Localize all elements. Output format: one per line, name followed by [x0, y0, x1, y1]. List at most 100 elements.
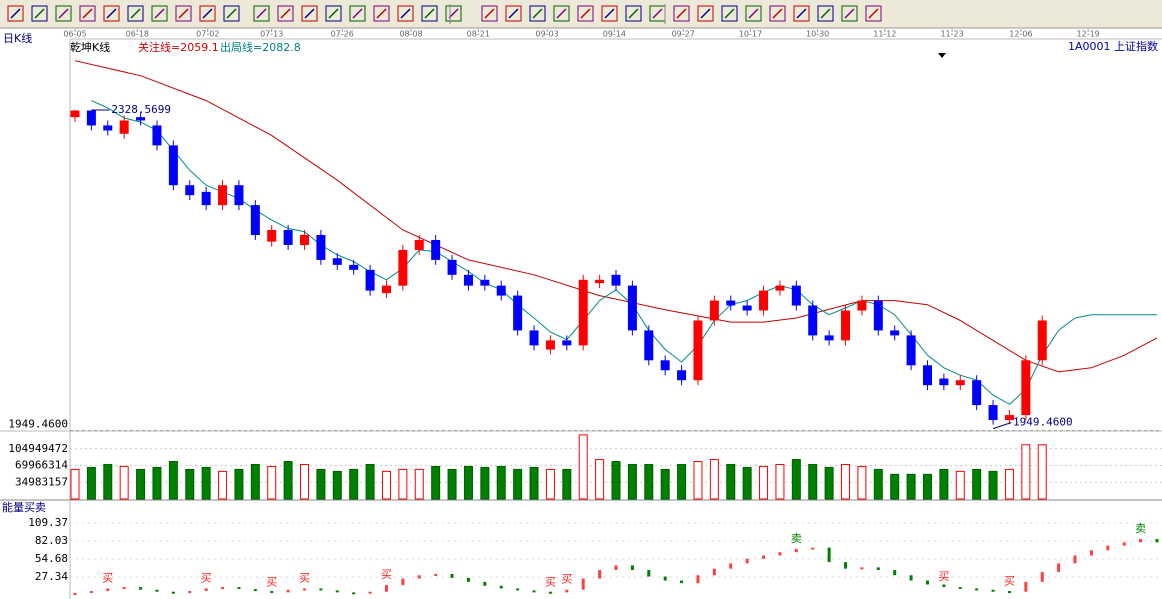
- volume-bar: [595, 459, 605, 500]
- tool-button[interactable]: [625, 5, 642, 22]
- tool-icon: [673, 5, 690, 22]
- volume-bar: [808, 463, 818, 500]
- y-tick-label: 1949.4600: [8, 418, 68, 431]
- tool-button[interactable]: [817, 5, 834, 22]
- tool-button[interactable]: [55, 5, 72, 22]
- candle-body: [168, 145, 178, 186]
- indicator-bar: [630, 565, 634, 570]
- tool-icon: [154, 8, 165, 19]
- indicator-bar: [483, 581, 487, 586]
- indicator-bar: [729, 563, 733, 569]
- candle-body: [1021, 360, 1031, 416]
- tool-button[interactable]: [223, 5, 240, 22]
- tool-button[interactable]: [841, 5, 858, 22]
- indicator-bar: [139, 587, 143, 590]
- candle-body: [873, 300, 883, 331]
- tool-button[interactable]: [553, 5, 570, 22]
- candle-body: [578, 279, 588, 346]
- tool-icon: [676, 8, 687, 19]
- tool-button[interactable]: [745, 5, 762, 22]
- tool-button[interactable]: [79, 5, 96, 22]
- tool-button[interactable]: [349, 5, 366, 22]
- indicator-bar: [417, 575, 421, 579]
- tool-button[interactable]: [31, 5, 48, 22]
- candle-body: [693, 320, 703, 381]
- candle-body: [972, 380, 982, 406]
- indicator-bar: [466, 577, 470, 582]
- tool-button[interactable]: [505, 5, 522, 22]
- tool-button[interactable]: [199, 5, 216, 22]
- tool-button[interactable]: [769, 5, 786, 22]
- x-tick-label: 10-30: [806, 30, 829, 39]
- indicator-bar: [253, 589, 257, 592]
- tool-button[interactable]: [127, 5, 144, 22]
- tool-button[interactable]: [421, 5, 438, 22]
- tool-button[interactable]: [697, 5, 714, 22]
- candle-body: [742, 305, 752, 311]
- tool-button[interactable]: [301, 5, 318, 22]
- indicator-title: 能量买卖: [2, 500, 46, 514]
- tool-button[interactable]: [673, 5, 690, 22]
- tool-icon: [328, 8, 339, 19]
- tool-button[interactable]: [793, 5, 810, 22]
- tool-button[interactable]: [103, 5, 120, 22]
- signal-label: 买: [201, 571, 212, 584]
- tool-button[interactable]: [865, 5, 882, 22]
- tool-button[interactable]: [151, 5, 168, 22]
- signal-label: 买: [102, 571, 113, 584]
- volume-bar: [644, 463, 654, 500]
- candle-body: [955, 380, 965, 386]
- volume-bar: [709, 459, 719, 500]
- tool-button[interactable]: [397, 5, 414, 22]
- period-label: 日K线: [3, 31, 32, 45]
- tool-button[interactable]: [277, 5, 294, 22]
- tool-button[interactable]: [577, 5, 594, 22]
- tool-icon: [256, 8, 267, 19]
- tool-button[interactable]: [721, 5, 738, 22]
- indicator-bar: [1073, 555, 1077, 564]
- tool-icon: [553, 5, 570, 22]
- volume-bar: [398, 468, 408, 500]
- candle-body: [857, 300, 867, 311]
- tool-button[interactable]: [7, 5, 24, 22]
- tool-icon: [151, 5, 168, 22]
- candle-body: [103, 125, 113, 131]
- signal-label: 买: [1004, 575, 1015, 588]
- candle-body: [463, 274, 473, 286]
- volume-bar: [857, 465, 867, 500]
- signal-label: 卖: [1135, 522, 1146, 535]
- dropdown-arrow[interactable]: [938, 53, 946, 58]
- signal-label: 卖: [791, 532, 802, 545]
- tool-icon: [769, 5, 786, 22]
- volume-bar: [1037, 444, 1047, 500]
- candle-body: [808, 305, 818, 336]
- signal-label: 买: [381, 568, 392, 581]
- tool-button[interactable]: [529, 5, 546, 22]
- tool-button[interactable]: [325, 5, 342, 22]
- tool-icon: [481, 5, 498, 22]
- tool-icon: [199, 5, 216, 22]
- x-tick-label: 08-08: [399, 30, 422, 39]
- tool-button[interactable]: [175, 5, 192, 22]
- volume-bar: [841, 463, 851, 500]
- candle-body: [644, 330, 654, 361]
- indicator-bar: [450, 573, 454, 578]
- x-tick-label: 11-23: [940, 30, 963, 39]
- annotation: 2328.5699: [111, 103, 171, 116]
- tool-icon: [721, 5, 738, 22]
- tool-button[interactable]: [373, 5, 390, 22]
- tool-icon: [178, 8, 189, 19]
- candle-body: [1004, 415, 1014, 421]
- tool-icon: [55, 5, 72, 22]
- candle-body: [906, 335, 916, 366]
- chart-title: 乾坤K线: [70, 40, 110, 54]
- tool-button[interactable]: [481, 5, 498, 22]
- tool-button[interactable]: [253, 5, 270, 22]
- legend-item: 出局线=2082.8: [220, 40, 301, 54]
- volume-bar: [496, 465, 506, 500]
- candle-body: [349, 264, 359, 270]
- tool-icon: [820, 8, 831, 19]
- candle-body: [939, 378, 949, 386]
- tool-button[interactable]: [601, 5, 618, 22]
- indicator-bar: [237, 587, 241, 590]
